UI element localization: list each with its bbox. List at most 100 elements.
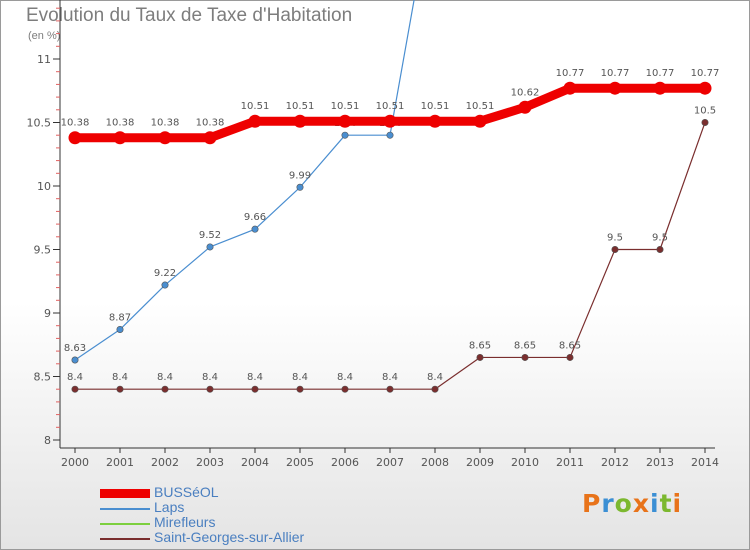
data-point-saint-georges-sur-allier — [611, 246, 619, 254]
data-label-laps: 9.99 — [289, 170, 311, 181]
data-label-buss-ol: 10.51 — [286, 101, 315, 112]
y-tick-label: 10.5 — [27, 117, 52, 130]
logo-letter: t — [659, 489, 673, 518]
data-point-saint-georges-sur-allier — [341, 385, 349, 393]
proxiti-logo: Proxiti — [582, 489, 682, 518]
data-point-buss-ol — [428, 114, 442, 128]
series-line-saint-georges-sur-allier — [74, 121, 706, 390]
data-label-saint-georges-sur-allier: 9.5 — [607, 233, 623, 244]
data-point-buss-ol — [653, 81, 667, 95]
data-label-saint-georges-sur-allier: 8.4 — [202, 372, 218, 383]
data-label-saint-georges-sur-allier: 8.4 — [292, 372, 308, 383]
legend-item-buss-ol: BUSSéOL — [100, 484, 400, 501]
data-label-laps: 9.66 — [244, 212, 266, 223]
data-point-laps — [206, 243, 214, 251]
legend-swatch-buss-ol — [100, 489, 150, 498]
data-point-saint-georges-sur-allier — [701, 119, 709, 127]
data-point-laps — [296, 183, 304, 191]
data-label-buss-ol: 10.38 — [61, 118, 90, 129]
data-label-saint-georges-sur-allier: 8.65 — [559, 340, 581, 351]
data-point-buss-ol — [68, 131, 82, 145]
data-point-saint-georges-sur-allier — [161, 385, 169, 393]
legend-swatch-mirefleurs — [100, 523, 150, 525]
legend: BUSSéOL Laps Mirefleurs Saint-Georges-sur-A… — [100, 484, 400, 546]
data-label-buss-ol: 10.77 — [646, 68, 675, 79]
data-point-buss-ol — [248, 114, 262, 128]
x-tick-label: 2000 — [61, 456, 89, 469]
data-label-saint-georges-sur-allier: 10.5 — [694, 106, 716, 117]
data-point-buss-ol — [293, 114, 307, 128]
data-point-laps — [386, 131, 394, 139]
data-label-buss-ol: 10.51 — [241, 101, 270, 112]
data-label-saint-georges-sur-allier: 8.65 — [514, 340, 536, 351]
data-label-buss-ol: 10.38 — [151, 118, 180, 129]
data-label-buss-ol: 10.77 — [556, 68, 585, 79]
data-point-laps — [251, 225, 259, 233]
chart-subtitle: (en %) — [28, 30, 61, 42]
data-label-saint-georges-sur-allier: 8.4 — [382, 372, 398, 383]
series-line-buss-ol — [70, 83, 710, 143]
x-tick-label: 2014 — [691, 456, 719, 469]
data-point-saint-georges-sur-allier — [476, 353, 484, 361]
data-label-saint-georges-sur-allier: 8.4 — [67, 372, 83, 383]
data-point-saint-georges-sur-allier — [656, 246, 664, 254]
data-label-buss-ol: 10.77 — [601, 68, 630, 79]
data-label-saint-georges-sur-allier: 8.65 — [469, 340, 491, 351]
data-point-laps — [116, 326, 124, 334]
data-point-buss-ol — [158, 131, 172, 145]
legend-label-saint-georges-sur-allier: Saint-Georges-sur-Allier — [154, 529, 305, 545]
data-point-laps — [161, 281, 169, 289]
data-label-laps: 8.63 — [64, 343, 86, 354]
legend-label-buss-ol: BUSSéOL — [154, 484, 219, 500]
data-point-buss-ol — [338, 114, 352, 128]
data-label-laps: 9.52 — [199, 230, 221, 241]
data-label-laps: 9.22 — [154, 268, 176, 279]
data-label-saint-georges-sur-allier: 8.4 — [427, 372, 443, 383]
x-tick-label: 2011 — [556, 456, 584, 469]
x-tick-label: 2004 — [241, 456, 269, 469]
legend-label-mirefleurs: Mirefleurs — [154, 514, 216, 530]
data-point-buss-ol — [203, 131, 217, 145]
y-tick-label: 10 — [37, 180, 51, 193]
data-point-buss-ol — [563, 81, 577, 95]
data-label-saint-georges-sur-allier: 8.4 — [157, 372, 173, 383]
y-tick-label: 9.5 — [34, 244, 52, 257]
x-tick-label: 2003 — [196, 456, 224, 469]
legend-swatch-saint-georges-sur-allier — [100, 538, 150, 540]
x-tick-label: 2007 — [376, 456, 404, 469]
legend-item-saint-georges-sur-allier: Saint-Georges-sur-Allier — [100, 529, 400, 546]
legend-swatch-laps — [100, 508, 150, 510]
logo-letter: P — [582, 489, 602, 518]
data-label-buss-ol: 10.51 — [376, 101, 405, 112]
logo-letter: o — [614, 489, 633, 518]
data-point-buss-ol — [113, 131, 127, 145]
x-tick-label: 2001 — [106, 456, 134, 469]
data-point-saint-georges-sur-allier — [116, 385, 124, 393]
logo-letter: i — [672, 489, 683, 518]
data-label-buss-ol: 10.62 — [511, 87, 540, 98]
data-point-buss-ol — [698, 81, 712, 95]
data-point-saint-georges-sur-allier — [251, 385, 259, 393]
logo-letter: x — [632, 489, 650, 518]
data-label-saint-georges-sur-allier: 9.5 — [652, 233, 668, 244]
data-label-saint-georges-sur-allier: 8.4 — [247, 372, 263, 383]
x-tick-label: 2005 — [286, 456, 314, 469]
data-point-buss-ol — [518, 100, 532, 114]
data-point-laps — [71, 356, 79, 364]
x-tick-label: 2010 — [511, 456, 539, 469]
data-point-buss-ol — [383, 114, 397, 128]
x-tick-label: 2009 — [466, 456, 494, 469]
data-point-saint-georges-sur-allier — [431, 385, 439, 393]
data-label-saint-georges-sur-allier: 8.4 — [337, 372, 353, 383]
x-tick-label: 2006 — [331, 456, 359, 469]
y-tick-label: 8.5 — [34, 371, 52, 384]
data-point-saint-georges-sur-allier — [71, 385, 79, 393]
data-point-buss-ol — [608, 81, 622, 95]
data-label-buss-ol: 10.51 — [421, 101, 450, 112]
logo-letter: r — [601, 489, 615, 518]
y-tick-label: 11 — [37, 53, 51, 66]
data-point-buss-ol — [473, 114, 487, 128]
chart-title: Evolution du Taux de Taxe d'Habitation — [26, 5, 353, 26]
x-tick-label: 2008 — [421, 456, 449, 469]
series-line-laps — [74, 0, 415, 361]
